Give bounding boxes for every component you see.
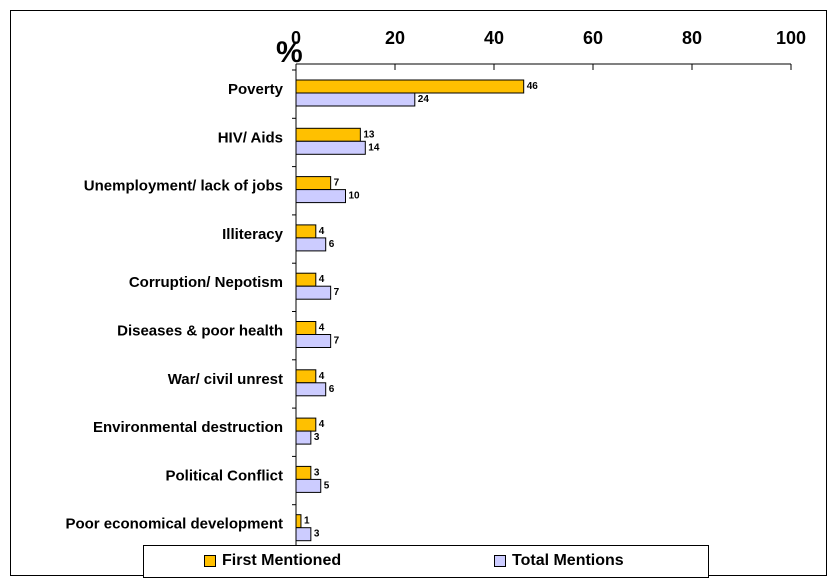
bar-total-mentions — [295, 140, 366, 155]
x-tick-label: 60 — [583, 28, 603, 48]
x-tick-label: 80 — [682, 28, 702, 48]
legend-swatch-total-mentions — [494, 555, 506, 567]
bar-total-mentions — [295, 382, 327, 397]
x-tick-label: 40 — [484, 28, 504, 48]
category-label: Poor economical development — [65, 516, 283, 533]
category-label: HIV/ Aids — [218, 129, 283, 146]
chart-frame — [10, 10, 827, 576]
bar-first-mentioned — [295, 321, 317, 335]
x-tick-label: 20 — [385, 28, 405, 48]
bar-first-mentioned — [295, 127, 361, 142]
x-tick-label: 0 — [291, 28, 301, 48]
data-label-total-mentions: 6 — [329, 384, 335, 395]
data-label-total-mentions: 3 — [314, 529, 320, 540]
bar-first-mentioned — [295, 79, 525, 94]
legend: First Mentioned Total Mentions — [143, 545, 709, 578]
category-label: Illiteracy — [222, 226, 284, 243]
data-label-total-mentions: 24 — [418, 94, 430, 105]
bar-total-mentions — [295, 478, 322, 493]
data-label-first-mentioned: 46 — [527, 81, 539, 92]
x-tick-label: 100 — [776, 28, 806, 48]
bar-first-mentioned — [295, 224, 317, 239]
data-label-first-mentioned: 4 — [319, 419, 325, 430]
data-label-first-mentioned: 13 — [363, 129, 375, 140]
bar-total-mentions — [295, 285, 332, 300]
bar-total-mentions — [295, 527, 312, 542]
data-label-first-mentioned: 1 — [304, 516, 310, 527]
data-label-total-mentions: 7 — [334, 287, 340, 298]
legend-item-total-mentions: Total Mentions — [494, 552, 624, 570]
bar-first-mentioned — [295, 417, 317, 432]
unit-label: % — [276, 36, 303, 69]
bar-first-mentioned — [295, 369, 317, 384]
bar-first-mentioned — [295, 272, 317, 287]
bar-total-mentions — [295, 237, 327, 252]
data-label-total-mentions: 3 — [314, 432, 320, 443]
data-label-total-mentions: 10 — [349, 191, 361, 202]
legend-label-total-mentions: Total Mentions — [512, 552, 624, 569]
data-label-total-mentions: 5 — [324, 480, 330, 491]
legend-item-first-mentioned: First Mentioned — [204, 552, 341, 570]
category-label: Political Conflict — [165, 467, 283, 484]
bar-total-mentions — [295, 189, 346, 204]
data-label-total-mentions: 14 — [368, 142, 380, 153]
data-label-total-mentions: 7 — [334, 336, 340, 347]
category-label: Poverty — [228, 81, 284, 98]
data-label-total-mentions: 6 — [329, 239, 335, 250]
category-label: Unemployment/ lack of jobs — [84, 178, 283, 195]
data-label-first-mentioned: 3 — [314, 467, 320, 478]
legend-swatch-first-mentioned — [204, 555, 216, 567]
bar-first-mentioned — [295, 514, 302, 529]
bar-total-mentions — [295, 92, 416, 107]
category-label: Diseases & poor health — [117, 323, 283, 340]
bar-first-mentioned — [295, 465, 312, 480]
data-label-first-mentioned: 7 — [334, 178, 340, 189]
bar-first-mentioned — [295, 176, 332, 191]
category-label: War/ civil unrest — [168, 371, 283, 388]
bar-total-mentions — [295, 430, 312, 445]
category-label: Corruption/ Nepotism — [129, 274, 283, 291]
category-label: Environmental destruction — [93, 419, 283, 436]
legend-label-first-mentioned: First Mentioned — [222, 552, 342, 569]
bar-total-mentions — [295, 334, 332, 348]
data-label-first-mentioned: 4 — [319, 274, 325, 285]
data-label-first-mentioned: 4 — [319, 226, 325, 237]
data-label-first-mentioned: 4 — [319, 371, 325, 382]
data-label-first-mentioned: 4 — [319, 323, 325, 334]
